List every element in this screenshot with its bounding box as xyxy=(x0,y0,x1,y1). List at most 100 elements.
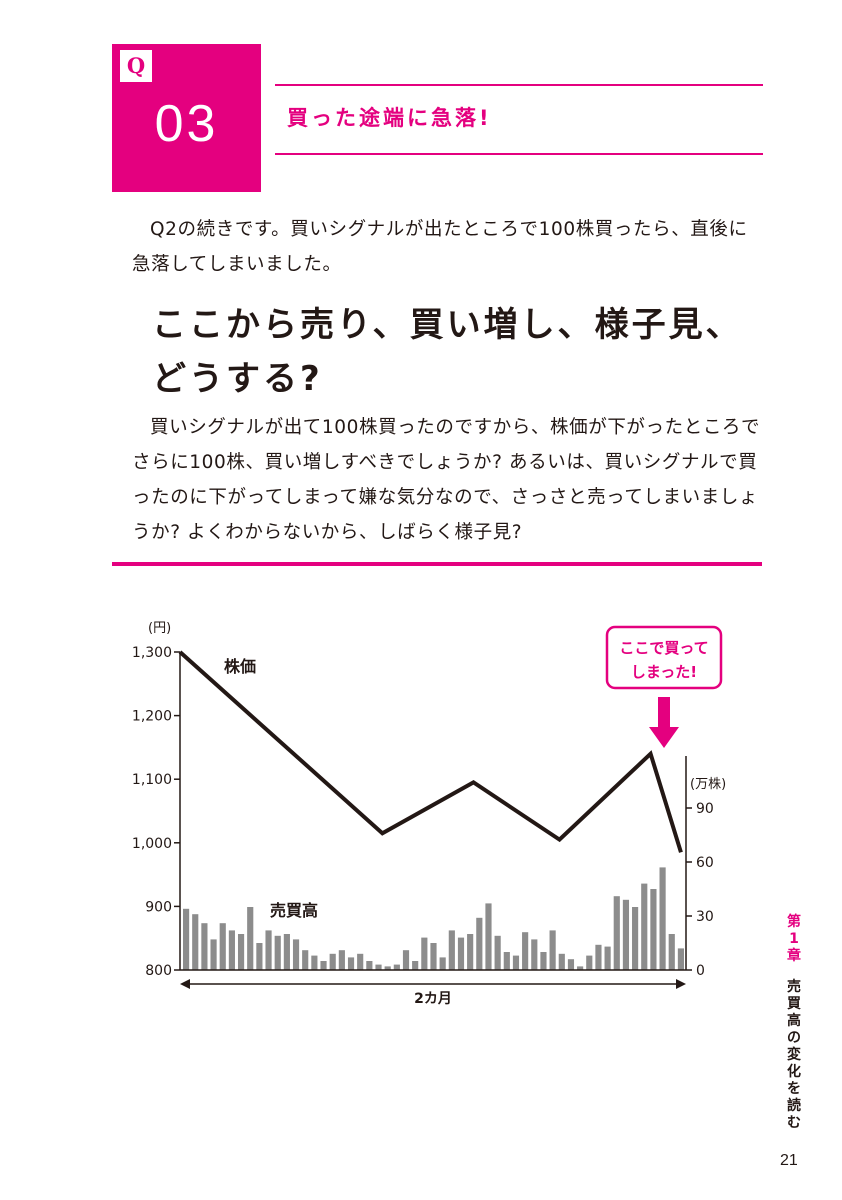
left-tick-label: 1,000 xyxy=(132,836,172,852)
volume-bar xyxy=(659,867,666,970)
volume-bar xyxy=(329,953,336,970)
section-divider xyxy=(112,562,762,566)
down-arrow-icon xyxy=(649,697,679,748)
volume-series-label: 売買高 xyxy=(270,901,318,920)
chapter-title: 売 買 高 の 変 化 を 読 む xyxy=(779,979,809,1132)
volume-bar xyxy=(338,950,345,970)
volume-bar xyxy=(237,934,245,970)
volume-bar xyxy=(201,923,208,970)
volume-bar xyxy=(375,964,382,970)
volume-bar xyxy=(384,966,391,970)
volume-bar xyxy=(503,952,510,970)
volume-bar xyxy=(622,899,630,970)
volume-bar xyxy=(283,934,290,970)
x-span-arrow xyxy=(180,979,686,989)
volume-bar xyxy=(292,939,300,970)
volume-bar xyxy=(549,930,556,970)
volume-bar xyxy=(567,959,575,970)
chapter-title-char: を xyxy=(787,1081,801,1097)
chapter-title-char: 読 xyxy=(787,1098,801,1114)
volume-bar xyxy=(192,914,199,970)
headline-line-1: ここから売り、買い増し、様子見、 xyxy=(152,305,743,345)
volume-bar xyxy=(393,964,400,970)
chapter-char: 1 xyxy=(789,931,799,947)
volume-bar xyxy=(357,953,364,970)
volume-bar xyxy=(641,883,648,970)
volume-bar xyxy=(228,930,235,970)
volume-bar xyxy=(467,934,474,970)
chapter-char: 第 xyxy=(787,914,801,930)
right-axis-unit: (万株) xyxy=(690,777,726,792)
headline-line-2: どうする? xyxy=(152,359,323,399)
volume-bar xyxy=(494,935,501,970)
volume-bar xyxy=(522,932,529,970)
volume-bar xyxy=(677,948,684,970)
chapter-title-char: 高 xyxy=(787,1013,801,1029)
volume-bar xyxy=(430,943,437,970)
volume-bar xyxy=(577,966,584,970)
chapter-title-char: 売 xyxy=(787,979,801,995)
volume-bar xyxy=(183,908,190,970)
page-number: 21 xyxy=(780,1152,798,1169)
chapter-title-char: む xyxy=(787,1115,801,1131)
volume-bar xyxy=(586,955,593,970)
volume-bar xyxy=(531,939,538,970)
volume-bar xyxy=(457,937,465,970)
volume-bar xyxy=(402,950,410,970)
question-title: 買った途端に急落! xyxy=(287,106,492,130)
volume-bar xyxy=(668,934,675,970)
volume-bar xyxy=(604,946,611,970)
volume-bar xyxy=(421,937,428,970)
volume-bar xyxy=(256,943,263,970)
x-axis-label: 2カ月 xyxy=(414,991,452,1007)
price-series-label: 株価 xyxy=(224,657,256,676)
right-tick-label: 0 xyxy=(696,963,705,979)
left-tick-label: 900 xyxy=(145,899,172,915)
volume-bar xyxy=(265,930,272,970)
title-rule-bottom xyxy=(275,153,763,155)
chapter-title-char: 買 xyxy=(787,996,801,1012)
callout-line-2: しまった! xyxy=(631,663,697,681)
headline: ここから売り、買い増し、様子見、 どうする? xyxy=(152,298,752,406)
volume-bar xyxy=(632,907,639,970)
volume-bar xyxy=(595,944,602,970)
buy-point-callout: ここで買って しまった! xyxy=(605,625,723,748)
volume-bar xyxy=(366,961,373,970)
chapter-sidebar: 第 1 章 売 買 高 の 変 化 を 読 む xyxy=(779,914,809,1132)
right-tick-label: 30 xyxy=(696,909,714,925)
volume-bar xyxy=(540,952,547,970)
left-tick-label: 800 xyxy=(145,963,172,979)
right-tick-label: 90 xyxy=(696,801,714,817)
volume-bar xyxy=(650,889,657,970)
volume-bar xyxy=(558,953,565,970)
left-tick-label: 1,100 xyxy=(132,772,172,788)
volume-bar xyxy=(512,955,520,970)
chapter-title-char: 変 xyxy=(787,1047,801,1063)
left-tick-label: 1,200 xyxy=(132,709,172,725)
volume-bar xyxy=(439,957,446,970)
question-tag: Q xyxy=(120,50,152,82)
chapter-title-char: 化 xyxy=(787,1064,801,1080)
volume-bar xyxy=(412,961,419,970)
volume-bar xyxy=(476,917,483,970)
volume-bar xyxy=(302,950,309,970)
question-number-box: Q 03 xyxy=(112,44,261,192)
title-rule-top xyxy=(275,84,763,86)
volume-bar xyxy=(485,903,492,970)
volume-bar xyxy=(320,961,327,970)
volume-bar xyxy=(347,957,355,970)
left-tick-label: 1,300 xyxy=(132,645,172,661)
volume-bar xyxy=(210,939,217,970)
left-axis-unit: (円) xyxy=(148,621,171,636)
chapter-label: 第 1 章 xyxy=(779,914,809,965)
callout-box xyxy=(605,625,723,690)
price-volume-chart: 1,300 1,200 1,100 1,000 900 800 90 60 30 0 (円) (万… xyxy=(132,621,726,1007)
volume-bar xyxy=(448,930,455,970)
volume-bar xyxy=(219,923,226,970)
price-line xyxy=(178,650,683,853)
question-number: 03 xyxy=(154,95,219,153)
intro-paragraph: Q2の続きです。買いシグナルが出たところで100株買ったら、直後に急落してしまい… xyxy=(132,219,748,275)
chapter-title-char: の xyxy=(787,1030,801,1046)
right-tick-label: 60 xyxy=(696,855,714,871)
volume-bar xyxy=(274,935,281,970)
